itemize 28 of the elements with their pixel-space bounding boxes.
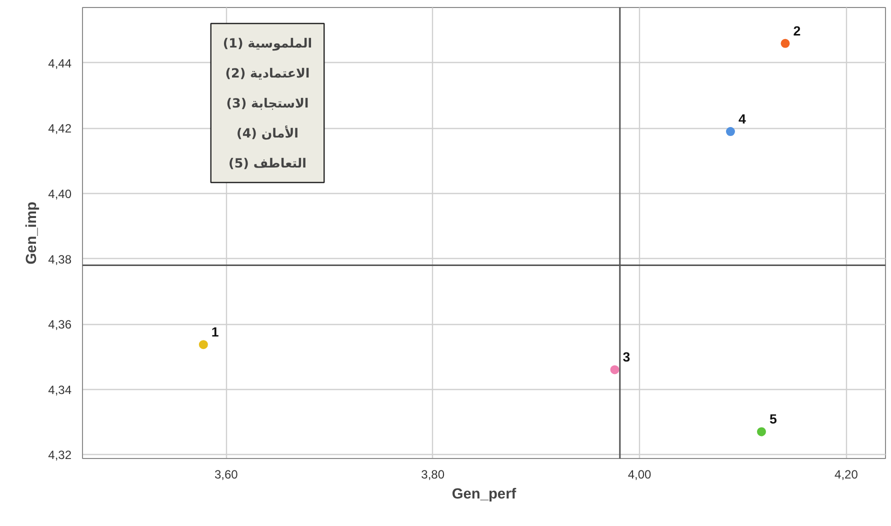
- point: [198, 340, 208, 350]
- point: [726, 127, 735, 136]
- annotation: الأمان (4): [236, 126, 298, 140]
- series-label: 3: [622, 350, 630, 365]
- series-label: 1: [211, 324, 220, 340]
- point: [756, 427, 766, 436]
- point: [610, 365, 620, 374]
- y-tick-label: 4,36: [48, 318, 72, 332]
- y-tick-label: 4,38: [48, 252, 72, 266]
- y-axis-title: Gen_imp: [24, 202, 40, 264]
- y-tick-label: 4,34: [48, 382, 72, 397]
- annotation: التعاطف (5): [228, 156, 306, 170]
- point: [780, 38, 790, 48]
- series-label: 2: [793, 23, 801, 38]
- y-tick-label: 4,44: [48, 56, 72, 70]
- y-tick-label: 4,40: [48, 187, 72, 202]
- series-label: 4: [738, 112, 746, 127]
- series-label: 5: [769, 412, 778, 427]
- x-axis-title: Gen_perf: [452, 486, 516, 502]
- x-tick-label: 4,20: [834, 468, 858, 482]
- annotation: الاستجابة (3): [226, 96, 309, 110]
- annotation: الملموسية (1): [222, 36, 312, 52]
- x-tick-label: 3,80: [421, 468, 445, 482]
- y-tick-label: 4,42: [48, 122, 72, 136]
- annotation: الاعتمادية (2): [225, 66, 310, 80]
- x-tick-label: 3,60: [214, 468, 238, 482]
- y-tick-label: 4,32: [48, 448, 72, 462]
- x-tick-label: 4,00: [628, 468, 652, 482]
